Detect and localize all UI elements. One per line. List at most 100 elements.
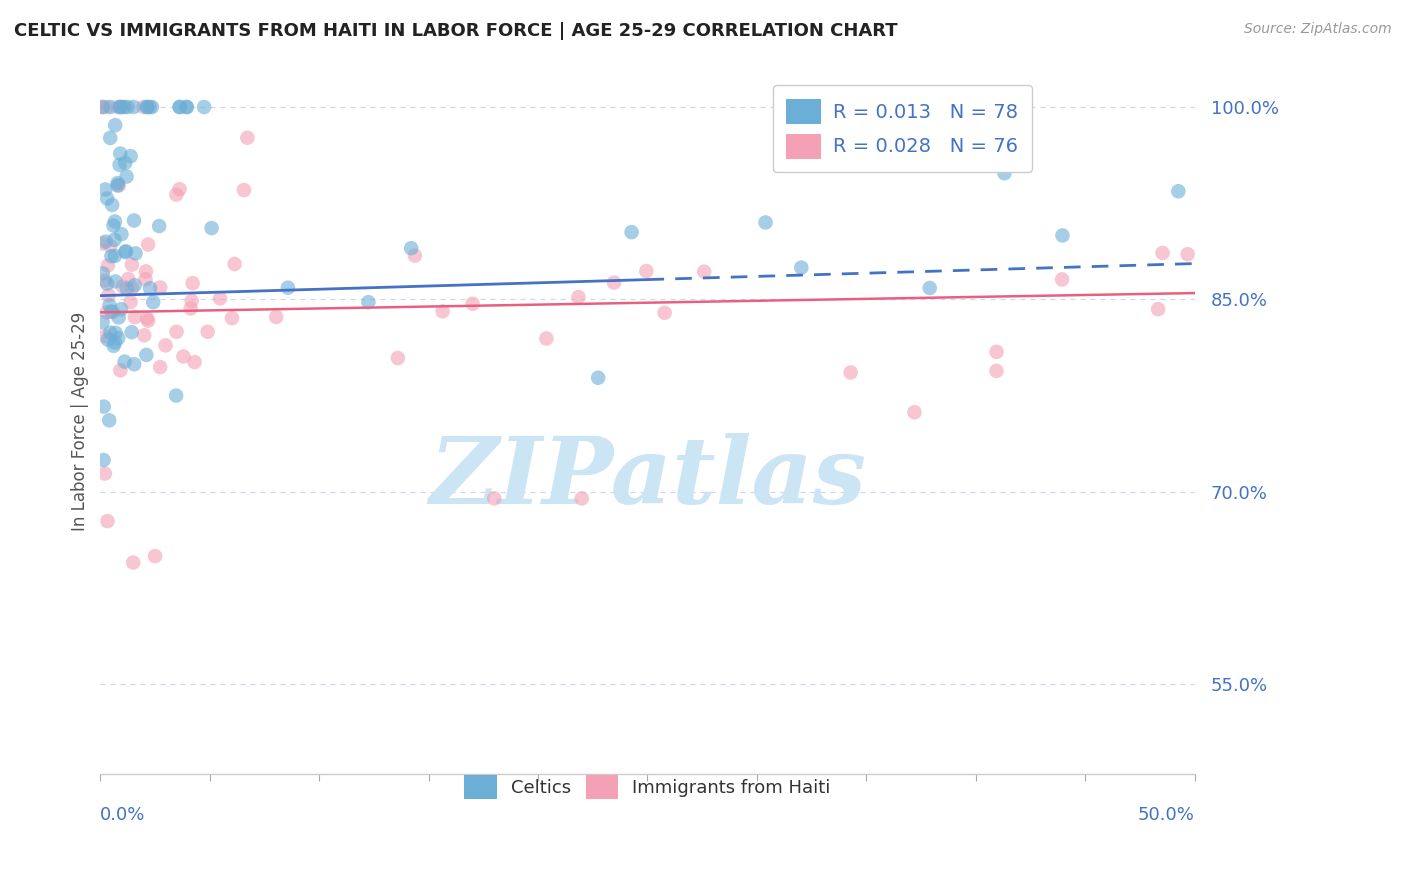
Point	[224, 257, 246, 271]
Point	[903, 405, 925, 419]
Y-axis label: In Labor Force | Age 25-29: In Labor Force | Age 25-29	[72, 312, 89, 531]
Point	[110, 146, 132, 161]
Text: 0.0%: 0.0%	[100, 806, 146, 824]
Point	[1152, 246, 1174, 260]
Point	[197, 325, 219, 339]
Point	[117, 272, 139, 286]
Point	[1167, 184, 1189, 198]
Point	[654, 306, 676, 320]
Point	[114, 100, 136, 114]
Point	[108, 158, 131, 172]
Point	[98, 131, 121, 145]
Text: Source: ZipAtlas.com: Source: ZipAtlas.com	[1244, 22, 1392, 37]
Point	[357, 295, 380, 310]
Point	[114, 354, 136, 368]
Point	[986, 344, 1008, 359]
Point	[108, 178, 131, 193]
Point	[97, 259, 120, 273]
Point	[101, 305, 124, 319]
Point	[461, 297, 484, 311]
Point	[201, 221, 224, 235]
Point	[135, 272, 157, 286]
Point	[104, 249, 127, 263]
Point	[181, 276, 204, 290]
Point	[121, 258, 143, 272]
Legend: Celtics, Immigrants from Haiti: Celtics, Immigrants from Haiti	[456, 766, 839, 807]
Point	[176, 100, 198, 114]
Point	[124, 278, 146, 293]
Point	[165, 187, 187, 202]
Point	[94, 467, 117, 481]
Point	[115, 244, 138, 259]
Point	[97, 288, 120, 302]
Point	[114, 245, 136, 260]
Text: CELTIC VS IMMIGRANTS FROM HAITI IN LABOR FORCE | AGE 25-29 CORRELATION CHART: CELTIC VS IMMIGRANTS FROM HAITI IN LABOR…	[14, 22, 897, 40]
Point	[169, 100, 191, 114]
Point	[138, 100, 160, 114]
Point	[103, 219, 125, 233]
Point	[120, 295, 142, 310]
Point	[104, 335, 127, 350]
Point	[100, 249, 122, 263]
Point	[117, 100, 139, 114]
Point	[839, 366, 862, 380]
Text: ZIPatlas: ZIPatlas	[429, 433, 866, 523]
Point	[91, 315, 114, 329]
Point	[169, 182, 191, 196]
Point	[124, 310, 146, 325]
Point	[93, 453, 115, 467]
Point	[107, 178, 129, 193]
Point	[122, 213, 145, 227]
Point	[124, 246, 146, 260]
Point	[636, 264, 658, 278]
Point	[122, 556, 145, 570]
Point	[165, 388, 187, 402]
Point	[121, 325, 143, 339]
Point	[571, 491, 593, 506]
Point	[91, 100, 114, 114]
Point	[193, 100, 215, 114]
Point	[97, 333, 120, 347]
Point	[141, 100, 163, 114]
Point	[484, 491, 506, 506]
Point	[100, 326, 122, 340]
Point	[121, 281, 143, 295]
Point	[432, 304, 454, 318]
Point	[98, 298, 121, 312]
Point	[96, 277, 118, 291]
Point	[142, 295, 165, 310]
Point	[96, 514, 118, 528]
Point	[136, 314, 159, 328]
Point	[104, 118, 127, 132]
Point	[986, 364, 1008, 378]
Point	[790, 260, 813, 275]
Point	[135, 264, 157, 278]
Point	[136, 237, 159, 252]
Point	[1147, 302, 1170, 317]
Point	[155, 338, 177, 352]
Point	[104, 326, 127, 340]
Point	[236, 130, 259, 145]
Point	[103, 233, 125, 247]
Point	[183, 355, 205, 369]
Point	[107, 100, 129, 114]
Point	[693, 265, 716, 279]
Point	[110, 302, 132, 317]
Point	[1050, 272, 1073, 286]
Point	[172, 350, 194, 364]
Point	[176, 100, 198, 114]
Point	[100, 304, 122, 318]
Point	[149, 280, 172, 294]
Point	[166, 325, 188, 339]
Point	[122, 100, 145, 114]
Point	[143, 549, 166, 563]
Point	[135, 348, 157, 362]
Point	[115, 169, 138, 184]
Point	[134, 328, 156, 343]
Text: 50.0%: 50.0%	[1137, 806, 1195, 824]
Point	[107, 176, 129, 190]
Point	[107, 331, 129, 345]
Point	[993, 166, 1015, 180]
Point	[111, 100, 134, 114]
Point	[103, 339, 125, 353]
